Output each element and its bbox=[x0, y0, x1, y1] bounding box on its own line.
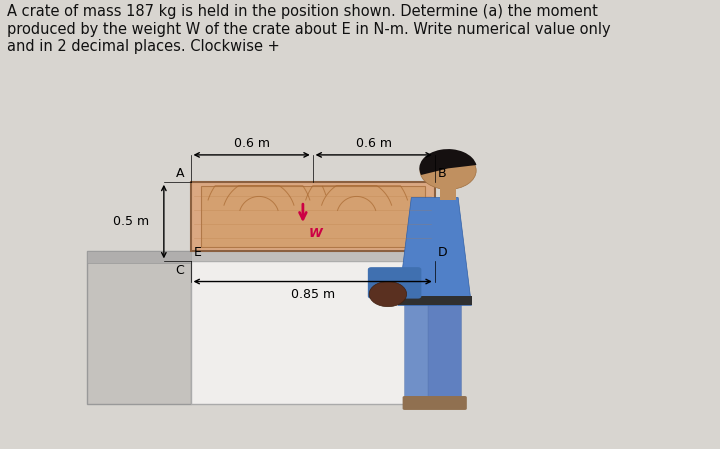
FancyBboxPatch shape bbox=[405, 303, 438, 406]
Text: 0.6 m: 0.6 m bbox=[356, 136, 392, 150]
Text: B: B bbox=[438, 167, 446, 180]
Text: E: E bbox=[194, 246, 202, 259]
Text: A crate of mass 187 kg is held in the position shown. Determine (a) the moment
p: A crate of mass 187 kg is held in the po… bbox=[6, 4, 611, 54]
Bar bbox=[191, 251, 435, 261]
Polygon shape bbox=[398, 198, 472, 305]
Bar bbox=[87, 251, 191, 404]
Bar bbox=[201, 186, 425, 247]
Text: C: C bbox=[175, 264, 184, 277]
Bar bbox=[191, 182, 435, 251]
Text: W: W bbox=[308, 227, 322, 240]
FancyBboxPatch shape bbox=[402, 396, 467, 410]
Bar bbox=[87, 251, 191, 263]
Wedge shape bbox=[419, 149, 477, 175]
Text: A: A bbox=[176, 167, 184, 180]
Text: 0.85 m: 0.85 m bbox=[291, 288, 335, 301]
Bar bbox=[191, 261, 435, 404]
Text: 0.5 m: 0.5 m bbox=[113, 215, 149, 228]
Bar bbox=[440, 182, 456, 200]
Circle shape bbox=[420, 152, 476, 189]
Text: D: D bbox=[438, 246, 448, 259]
Bar bbox=[398, 296, 472, 305]
FancyBboxPatch shape bbox=[368, 267, 421, 299]
Text: 0.6 m: 0.6 m bbox=[233, 136, 269, 150]
FancyBboxPatch shape bbox=[428, 290, 462, 406]
Circle shape bbox=[369, 282, 407, 307]
